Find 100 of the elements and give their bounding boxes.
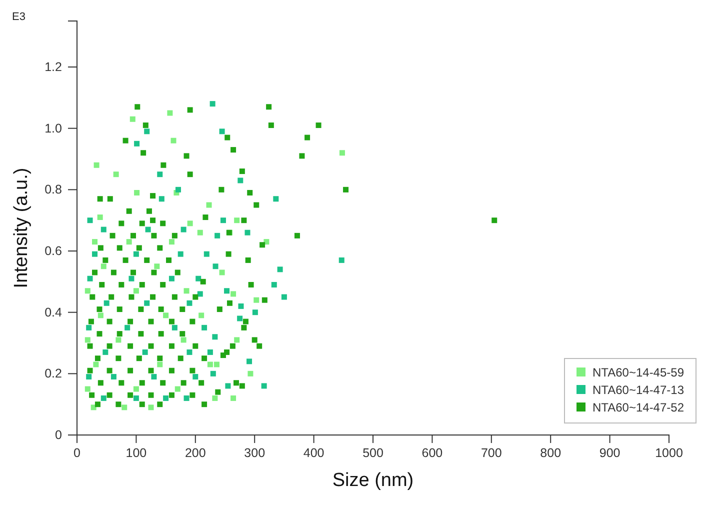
- point: [158, 196, 164, 202]
- point: [84, 386, 90, 392]
- point: [214, 362, 220, 368]
- text: E3: [12, 11, 26, 23]
- y-tick-label: 0.8: [44, 182, 62, 197]
- point: [261, 383, 267, 389]
- point: [133, 395, 139, 401]
- point: [86, 324, 92, 330]
- point: [197, 230, 203, 236]
- point: [196, 276, 202, 282]
- point: [170, 138, 176, 144]
- point: [157, 172, 163, 178]
- point: [93, 362, 99, 368]
- point: [87, 218, 93, 224]
- point: [86, 374, 92, 380]
- point: [172, 324, 178, 330]
- point: [252, 310, 258, 316]
- point: [184, 395, 190, 401]
- point: [151, 374, 157, 380]
- point: [178, 251, 184, 257]
- point: [133, 386, 139, 392]
- point: [168, 239, 174, 245]
- point: [248, 370, 254, 376]
- x-tick-label: 800: [540, 446, 562, 460]
- point: [207, 362, 213, 368]
- x-tick-label: 200: [184, 446, 206, 460]
- point: [102, 349, 108, 355]
- point: [124, 324, 130, 330]
- point: [220, 218, 226, 224]
- point: [212, 395, 218, 401]
- point: [234, 218, 240, 224]
- point: [204, 251, 210, 257]
- point: [167, 110, 173, 116]
- point: [184, 288, 190, 294]
- point: [212, 264, 218, 270]
- x-tick-label: 400: [303, 446, 324, 460]
- point: [94, 162, 100, 168]
- point: [210, 370, 216, 376]
- point: [192, 374, 198, 380]
- point: [84, 288, 90, 294]
- point: [234, 337, 240, 343]
- legend-label: NTA60~14-47-52: [592, 400, 684, 414]
- point: [180, 226, 186, 232]
- point: [168, 276, 174, 282]
- point: [134, 190, 140, 196]
- y-tick-label: 0.6: [44, 244, 62, 258]
- legend-label: NTA60~14-47-13: [592, 383, 684, 397]
- point: [198, 312, 204, 318]
- y-axis-title: Intensity (a.u.): [11, 168, 32, 288]
- point: [246, 358, 252, 364]
- point: [104, 300, 110, 306]
- point: [277, 266, 283, 272]
- point: [187, 220, 193, 226]
- point: [206, 202, 212, 208]
- point: [163, 395, 169, 401]
- point: [142, 349, 148, 355]
- x-tick-label: 100: [126, 446, 147, 460]
- point: [230, 395, 236, 401]
- point: [281, 294, 287, 300]
- point: [212, 334, 218, 340]
- point: [157, 362, 163, 368]
- point: [92, 251, 98, 257]
- point: [110, 374, 116, 380]
- point: [175, 186, 181, 192]
- x-axis-title: Size (nm): [332, 470, 414, 491]
- point: [98, 312, 104, 318]
- point: [225, 383, 231, 389]
- point: [207, 349, 213, 355]
- point: [210, 101, 216, 107]
- point: [237, 316, 243, 322]
- point: [145, 226, 151, 232]
- point: [238, 178, 244, 184]
- point: [92, 239, 98, 245]
- point: [197, 291, 203, 297]
- point: [154, 264, 160, 270]
- point: [271, 282, 277, 288]
- point: [174, 386, 180, 392]
- point: [87, 276, 93, 282]
- point: [230, 291, 236, 297]
- point: [148, 404, 154, 410]
- legend-label: NTA60~14-45-59: [592, 366, 684, 380]
- point: [113, 172, 119, 178]
- point: [273, 196, 279, 202]
- point: [202, 324, 208, 330]
- point: [133, 251, 139, 257]
- point: [163, 312, 169, 318]
- point: [338, 257, 344, 263]
- point: [100, 264, 106, 270]
- y-tick-label: 1.0: [44, 121, 62, 136]
- point: [134, 140, 140, 146]
- point: [339, 150, 345, 156]
- point: [244, 230, 250, 236]
- y-tick-label: 0.2: [44, 366, 62, 381]
- point: [186, 300, 192, 306]
- point: [128, 276, 134, 282]
- point: [219, 270, 225, 276]
- y-tick-label: 0: [55, 428, 62, 442]
- point: [100, 395, 106, 401]
- point: [144, 128, 150, 134]
- y-tick-label: 1.2: [44, 60, 62, 74]
